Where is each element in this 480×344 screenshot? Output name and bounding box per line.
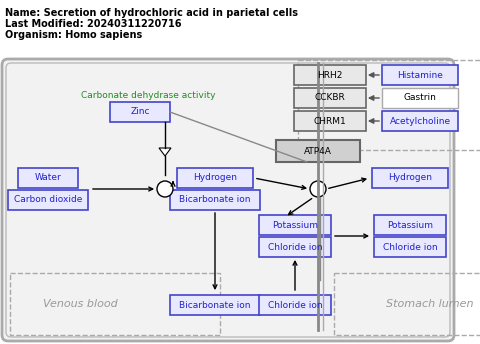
Bar xyxy=(294,88,366,108)
Text: Acetylcholine: Acetylcholine xyxy=(389,117,451,126)
Bar xyxy=(259,215,331,235)
Bar xyxy=(374,215,446,235)
Text: Potassium: Potassium xyxy=(387,221,433,229)
Text: Histamine: Histamine xyxy=(397,71,443,79)
Text: CHRM1: CHRM1 xyxy=(313,117,347,126)
Text: Carbonate dehydrase activity: Carbonate dehydrase activity xyxy=(81,92,215,100)
Text: Carbon dioxide: Carbon dioxide xyxy=(14,195,82,204)
Text: Gastrin: Gastrin xyxy=(404,94,436,103)
Bar xyxy=(10,273,220,335)
Bar xyxy=(372,168,448,188)
FancyBboxPatch shape xyxy=(6,63,450,337)
Text: Last Modified: 20240311220716: Last Modified: 20240311220716 xyxy=(5,19,181,29)
Text: Bicarbonate ion: Bicarbonate ion xyxy=(179,195,251,204)
Bar xyxy=(259,237,331,257)
Bar xyxy=(374,237,446,257)
Text: Chloride ion: Chloride ion xyxy=(383,243,437,251)
Bar xyxy=(259,295,331,315)
Text: Stomach lumen: Stomach lumen xyxy=(386,299,474,309)
Bar xyxy=(8,190,88,210)
Text: Name: Secretion of hydrochloric acid in parietal cells: Name: Secretion of hydrochloric acid in … xyxy=(5,8,298,18)
Circle shape xyxy=(310,181,326,197)
Bar xyxy=(170,295,260,315)
Text: Hydrogen: Hydrogen xyxy=(193,173,237,183)
Text: ATP4A: ATP4A xyxy=(304,147,332,155)
Bar xyxy=(110,102,170,122)
Bar xyxy=(382,88,458,108)
Text: Potassium: Potassium xyxy=(272,221,318,229)
Text: Organism: Homo sapiens: Organism: Homo sapiens xyxy=(5,30,142,40)
Bar xyxy=(382,65,458,85)
Bar xyxy=(382,111,458,131)
Text: HRH2: HRH2 xyxy=(317,71,343,79)
Bar xyxy=(276,140,360,162)
Text: Water: Water xyxy=(35,173,61,183)
Bar xyxy=(177,168,253,188)
Text: CCKBR: CCKBR xyxy=(314,94,346,103)
Text: Chloride ion: Chloride ion xyxy=(268,243,322,251)
Text: Venous blood: Venous blood xyxy=(43,299,118,309)
Text: Chloride ion: Chloride ion xyxy=(268,301,322,310)
FancyBboxPatch shape xyxy=(2,59,454,341)
Polygon shape xyxy=(159,148,171,156)
Text: Hydrogen: Hydrogen xyxy=(388,173,432,183)
Text: Zinc: Zinc xyxy=(130,107,150,117)
Bar xyxy=(334,273,480,335)
Bar xyxy=(294,65,366,85)
Bar xyxy=(294,111,366,131)
Bar xyxy=(170,190,260,210)
Bar xyxy=(298,60,480,150)
Bar xyxy=(18,168,78,188)
Text: Bicarbonate ion: Bicarbonate ion xyxy=(179,301,251,310)
Circle shape xyxy=(157,181,173,197)
